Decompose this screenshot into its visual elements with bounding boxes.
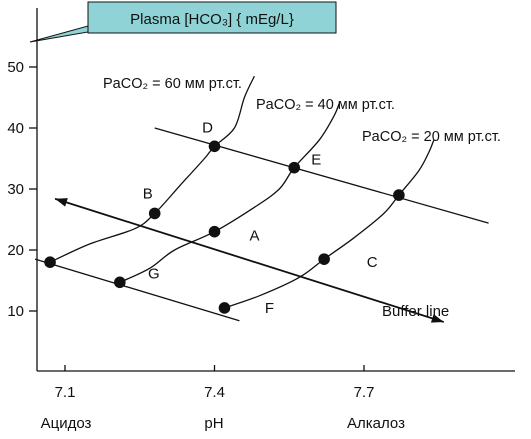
point-label-f: F xyxy=(265,300,274,317)
isobar-20-label: PaCO₂ = 20 мм рт.ст. xyxy=(362,129,501,145)
buffer-line xyxy=(54,197,445,323)
point-f xyxy=(218,302,231,314)
acidosis-label: Ацидоз xyxy=(41,415,92,432)
point-label-g: G xyxy=(148,265,160,282)
point-end xyxy=(44,256,56,269)
point-label-b: B xyxy=(143,185,153,202)
y-axis-title: Plasma [HCO₃] { mEg/L} xyxy=(130,11,294,28)
buffer-line-arrow-left xyxy=(55,198,68,207)
point-label-d: D xyxy=(202,119,213,136)
lines-layer xyxy=(34,75,489,323)
title-box: Plasma [HCO₃] { mEg/L} xyxy=(29,1,337,43)
y-tick-label: 50 xyxy=(7,59,24,76)
labels-layer: A B C D E F G PaCO₂ = 60 мм рт.ст. PaCO₂ = 40 мм… xyxy=(103,76,501,320)
isobar-60-curve xyxy=(49,75,255,263)
x-ticks: 7.1 7.4 7.7 xyxy=(55,365,375,401)
points-layer xyxy=(44,140,405,314)
point-end xyxy=(393,189,405,201)
y-tick-label: 20 xyxy=(7,242,24,259)
x-tick-label: 7.1 xyxy=(55,384,76,401)
title-box-rect xyxy=(87,1,337,34)
point-a xyxy=(208,225,221,238)
point-g xyxy=(114,276,126,289)
point-e xyxy=(288,161,301,174)
x-tick-label: 7.4 xyxy=(204,384,225,401)
alkalosis-label: Алкалоз xyxy=(347,415,405,432)
isobar-20-curve xyxy=(224,139,435,309)
y-tick-label: 40 xyxy=(7,120,24,137)
point-label-c: C xyxy=(367,254,378,271)
point-c xyxy=(318,253,330,265)
y-tick-label: 30 xyxy=(7,181,24,198)
parallel-line-1 xyxy=(34,258,240,322)
isobar-40-label: PaCO₂ = 40 мм рт.ст. xyxy=(256,97,395,113)
x-axis-label: pH xyxy=(204,415,223,432)
title-box-pointer xyxy=(29,25,89,43)
x-tick-label: 7.7 xyxy=(354,384,375,401)
point-label-a: A xyxy=(249,228,259,245)
y-ticks: 10 20 30 40 50 xyxy=(7,59,37,320)
buffer-line-arrow-right xyxy=(430,314,444,323)
isobar-40-curve xyxy=(119,103,340,283)
buffer-line-label: Buffer line xyxy=(382,303,449,320)
point-b xyxy=(148,207,161,220)
isobar-60-label: PaCO₂ = 60 мм рт.ст. xyxy=(103,76,242,92)
point-label-e: E xyxy=(311,152,321,169)
y-tick-label: 10 xyxy=(7,303,24,320)
point-d xyxy=(208,140,221,153)
